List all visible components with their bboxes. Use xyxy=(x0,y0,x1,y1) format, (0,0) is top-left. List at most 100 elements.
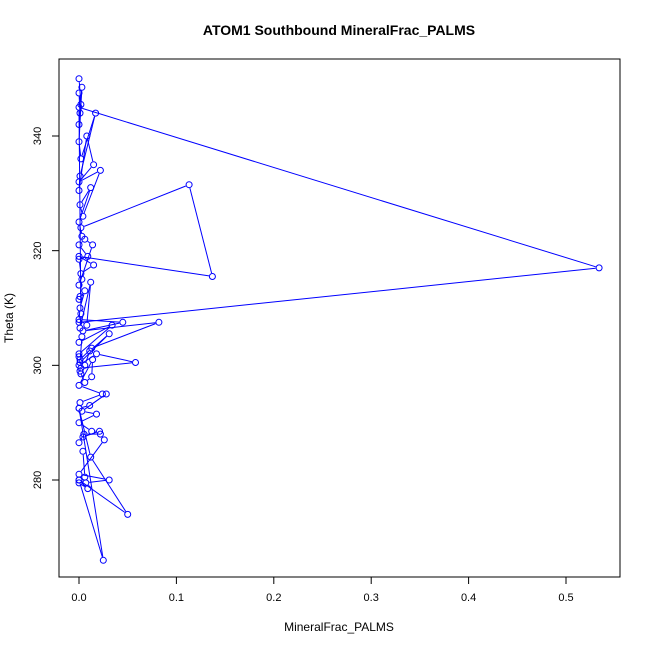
series-segment xyxy=(91,363,93,374)
data-point xyxy=(84,252,92,260)
series-segment xyxy=(79,190,91,219)
series-segment xyxy=(78,311,81,319)
x-axis: 0.0 0.1 0.2 0.3 0.4 0.5 xyxy=(71,576,574,604)
data-point xyxy=(87,453,95,461)
data-point xyxy=(81,473,89,481)
data-point xyxy=(75,381,83,389)
series-segment xyxy=(87,139,94,162)
data-point xyxy=(76,367,84,375)
series-segment xyxy=(189,187,213,274)
series-segment xyxy=(80,208,83,214)
series-segment xyxy=(86,322,120,331)
series-segment xyxy=(82,257,85,259)
series-segment xyxy=(81,257,91,264)
series-segment xyxy=(79,483,103,558)
series-segment xyxy=(85,411,94,414)
series-segment xyxy=(81,116,95,156)
series-group xyxy=(75,75,603,564)
data-point xyxy=(75,89,83,97)
y-tick-label: 280 xyxy=(32,471,44,489)
series-segment xyxy=(82,319,120,323)
data-point xyxy=(75,419,83,427)
series-segment xyxy=(82,474,106,480)
data-point xyxy=(75,138,83,146)
data-point xyxy=(75,439,83,447)
data-point xyxy=(79,212,87,220)
data-point xyxy=(185,181,193,189)
series-segment xyxy=(81,484,86,488)
series-segment xyxy=(79,411,104,557)
data-point xyxy=(75,241,83,249)
series-segment xyxy=(84,395,104,410)
series-segment xyxy=(86,322,156,331)
y-tick-label: 340 xyxy=(32,127,44,145)
series-segment xyxy=(79,411,91,454)
series-segment xyxy=(81,190,90,203)
series-segment xyxy=(83,173,100,214)
series-segment xyxy=(99,354,133,363)
series-segment xyxy=(87,240,91,244)
series-segment xyxy=(80,362,92,383)
data-point xyxy=(75,103,83,111)
data-point xyxy=(89,356,97,364)
data-point xyxy=(75,316,83,323)
x-tick-label: 0.3 xyxy=(364,592,379,604)
series-segment xyxy=(86,285,91,322)
y-tick-label: 300 xyxy=(32,356,44,374)
y-axis: 280 300 320 340 xyxy=(32,127,60,489)
data-point xyxy=(93,350,100,358)
series-segment xyxy=(80,247,86,254)
data-point xyxy=(75,252,83,260)
data-point xyxy=(155,318,163,326)
data-point xyxy=(81,379,89,386)
data-point xyxy=(79,447,87,455)
y-tick-label: 320 xyxy=(32,241,44,259)
series-segment xyxy=(81,241,83,243)
data-point xyxy=(124,510,132,518)
data-point xyxy=(102,390,110,398)
series-segment xyxy=(79,317,82,325)
series-segment xyxy=(82,386,100,394)
series-segment xyxy=(82,405,87,408)
data-point xyxy=(78,83,86,91)
data-point xyxy=(81,287,89,295)
data-point xyxy=(75,350,83,358)
series-segment xyxy=(94,323,156,348)
data-point xyxy=(88,373,96,381)
series-segment xyxy=(83,266,91,273)
data-point xyxy=(79,433,87,441)
data-point xyxy=(595,264,603,272)
data-point xyxy=(75,121,83,128)
data-point xyxy=(83,132,91,140)
data-point xyxy=(75,295,83,303)
data-point xyxy=(87,278,95,286)
series-segment xyxy=(82,454,86,474)
data-point xyxy=(99,556,107,564)
data-point xyxy=(75,353,83,361)
y-axis-label: Theta (K) xyxy=(2,293,16,343)
data-point xyxy=(76,293,84,300)
series-segment xyxy=(83,394,100,402)
data-point xyxy=(92,109,100,117)
data-point xyxy=(78,333,86,341)
data-point xyxy=(77,155,85,163)
data-point xyxy=(75,75,83,83)
data-point xyxy=(86,402,94,409)
data-point xyxy=(96,427,103,435)
data-point xyxy=(77,224,85,232)
data-point xyxy=(75,281,83,289)
data-point xyxy=(78,275,86,283)
data-point xyxy=(80,430,88,438)
data-point xyxy=(75,255,83,263)
series-segment xyxy=(81,171,98,181)
data-point xyxy=(132,359,139,366)
data-point xyxy=(75,476,83,484)
data-point xyxy=(208,273,216,280)
data-point xyxy=(100,436,108,444)
data-point xyxy=(119,318,127,326)
series-segment xyxy=(81,327,110,352)
data-point xyxy=(75,338,83,346)
series-segment xyxy=(82,350,90,358)
x-tick-label: 0.1 xyxy=(169,592,184,604)
